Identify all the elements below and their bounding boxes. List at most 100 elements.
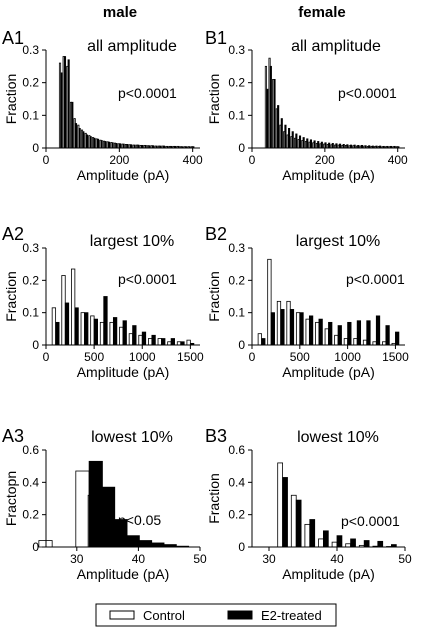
a3-pvalue: p<0.05 [118, 512, 161, 528]
a2-bar-e2-2 [74, 307, 79, 346]
legend-label-control: Control [143, 608, 185, 623]
b2-bar-control-7 [324, 328, 329, 346]
a1-ytick-label-0: 0 [32, 141, 39, 155]
legend-box [95, 603, 337, 627]
a3-bar-e2-6 [150, 542, 165, 548]
b2-ytick-label-3: 0.3 [228, 241, 245, 255]
a1-xtick-label-0: 0 [43, 153, 50, 167]
a1-ylabel: Fraction [3, 74, 19, 125]
a1-bar-e2-10 [96, 138, 100, 149]
a3-xtick-label-2: 50 [193, 552, 207, 566]
b2-bar-e2-13 [385, 325, 390, 346]
b3-bar-control-4 [331, 541, 338, 548]
b1-pvalue: p<0.0001 [338, 85, 397, 101]
b2-bar-control-4 [295, 312, 301, 346]
b2-xlabel: Amplitude (pA) [282, 364, 375, 380]
b3-bar-e2-4 [336, 535, 343, 548]
b3-bar-e2-3 [322, 530, 329, 548]
b1-bar-e2-0 [266, 88, 269, 149]
a1-bar-e2-6 [82, 131, 85, 149]
a2-panel-label: A2 [2, 224, 24, 244]
b1-bar-e2-14 [317, 141, 320, 149]
b2-bar-control-9 [343, 338, 349, 346]
a1-ytick-label-3: 0.3 [22, 43, 39, 57]
a2-bar-control-6 [109, 321, 114, 346]
a2-bar-e2-1 [64, 302, 70, 346]
b1-bar-e2-20 [339, 143, 342, 149]
b3-ytick-label-1: 0.2 [228, 508, 245, 522]
legend-label-e2: E2-treated [261, 608, 322, 623]
b1-bar-e2-13 [313, 140, 316, 149]
b3-ytick-label-0: 0 [238, 540, 245, 554]
a2-bar-e2-11 [161, 338, 166, 346]
legend-swatch-control [109, 610, 135, 620]
a2-ytick-label-1: 0.1 [22, 306, 39, 320]
b1-bar-e2-11 [306, 138, 309, 149]
a1-bar-e2-15 [115, 143, 118, 149]
b1-ytick-label-1: 0.1 [228, 108, 245, 122]
b3-bar-control-0 [277, 462, 284, 548]
a1-bar-e2-13 [107, 141, 111, 149]
b3-bar-e2-6 [363, 540, 370, 548]
a1-title: all amplitude [87, 38, 177, 55]
b1-bar-e2-4 [280, 118, 283, 149]
a2-bar-e2-12 [170, 338, 175, 346]
a2-bar-control-3 [80, 312, 85, 346]
b1-title: all amplitude [291, 38, 381, 55]
b2-bar-e2-9 [347, 321, 352, 346]
a3-xtick-label-0: 30 [70, 552, 84, 566]
b2-bar-control-3 [286, 300, 291, 346]
b3-bar-e2-2 [309, 519, 316, 548]
b2-bar-e2-1 [270, 312, 275, 346]
a2-bar-control-8 [128, 333, 134, 346]
a2-xtick-label-0: 0 [43, 350, 50, 364]
a1-bar-e2-14 [111, 142, 114, 149]
a2-bar-control-11 [157, 338, 162, 346]
a2-bar-e2-0 [55, 321, 60, 346]
a3-ytick-label-0: 0 [32, 540, 39, 554]
b1-bar-e2-5 [284, 124, 287, 149]
a2-xtick-label-1: 500 [84, 350, 104, 364]
a2-bar-control-5 [99, 321, 105, 346]
a3-bar-e2-5 [137, 540, 153, 548]
b2-bar-e2-14 [395, 331, 400, 346]
b3-xlabel: Amplitude (pA) [282, 566, 375, 582]
b3-bar-control-3 [318, 538, 324, 548]
a2-ylabel: Fraction [3, 271, 19, 322]
b1-panel-label: B1 [205, 28, 227, 48]
b2-xtick-label-3: 1500 [382, 350, 409, 364]
a2-bar-control-0 [51, 307, 57, 346]
a3-bar-e2-1 [88, 460, 103, 548]
b1-ylabel: Fraction [206, 74, 222, 125]
a2-bar-control-2 [71, 268, 76, 346]
a1-bar-e2-4 [74, 123, 78, 149]
b1-bar-e2-1 [269, 65, 272, 149]
b1-bar-e2-3 [277, 105, 280, 149]
b3-ytick-label-3: 0.6 [228, 443, 245, 457]
a1-xtick-label-1: 200 [109, 153, 129, 167]
a1-bar-e2-3 [71, 101, 74, 149]
a2-bar-control-14 [186, 339, 191, 346]
legend: Control E2-treated [95, 603, 337, 627]
b2-ytick-label-0: 0 [238, 338, 245, 352]
b1-bar-e2-18 [331, 143, 334, 149]
a2-bar-e2-6 [112, 317, 118, 346]
b1-xtick-label-2: 400 [388, 153, 408, 167]
b1-xlabel: Amplitude (pA) [282, 167, 375, 183]
a2-bar-e2-5 [103, 296, 108, 346]
b1-bar-e2-15 [320, 141, 323, 149]
b2-xtick-label-1: 500 [290, 350, 310, 364]
b1-bar-e2-9 [298, 135, 302, 149]
a3-panel-label: A3 [2, 426, 24, 446]
b2-bar-e2-10 [356, 320, 362, 346]
b2-panel-label: B2 [205, 224, 227, 244]
b2-bar-control-10 [353, 338, 358, 346]
a2-bar-e2-4 [93, 318, 98, 346]
b1-ytick-label-2: 0.2 [228, 76, 245, 90]
b1-ytick-label-0: 0 [238, 141, 245, 155]
b3-ylabel: Fraction [206, 473, 222, 524]
b2-pvalue: p<0.0001 [346, 271, 405, 287]
a3-ylabel: Fractopn [3, 471, 19, 526]
b2-bar-e2-11 [366, 320, 371, 346]
